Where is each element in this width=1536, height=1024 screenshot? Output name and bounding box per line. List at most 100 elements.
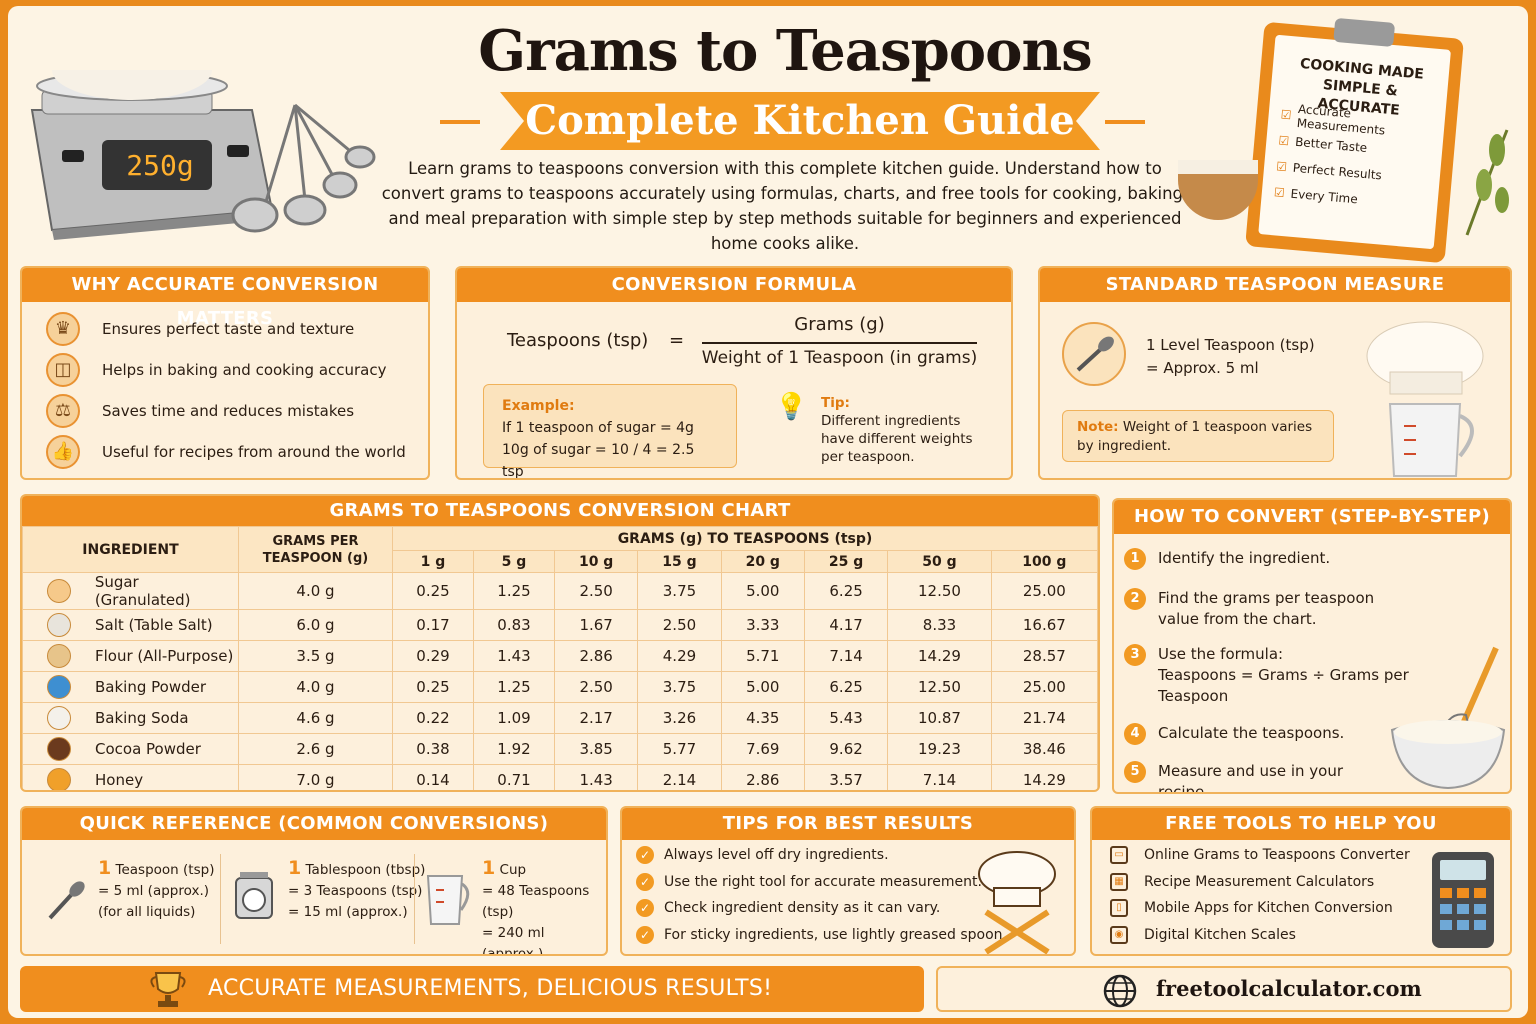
- monitor-icon: ▭: [1110, 846, 1128, 865]
- tip-item: ✓ Check ingredient density as it can vary…: [622, 895, 1074, 922]
- whisk-bowl-illustration: [1386, 640, 1510, 790]
- grams-column-header: 50 g: [887, 550, 992, 573]
- ingredient-icon: [47, 706, 71, 730]
- quick-item: 1 Tablespoon (tbsp) = 3 Teaspoons (tsp) =…: [288, 857, 426, 921]
- teaspoon-value-cell: 12.50: [887, 572, 992, 610]
- tool-item: ▯ Mobile Apps for Kitchen Conversion: [1092, 895, 1510, 922]
- step-item: 3 Use the formula: Teaspoons = Grams ÷ Gra…: [1114, 644, 1474, 707]
- column-group-header: GRAMS (g) TO TEASPOONS (tsp): [392, 526, 1098, 551]
- site-link[interactable]: freetoolcalculator.com: [1156, 976, 1422, 1001]
- steps-title: HOW TO CONVERT (STEP-BY-STEP): [1114, 500, 1510, 534]
- globe-icon: [1102, 973, 1138, 1013]
- tool-item: ◉ Digital Kitchen Scales: [1092, 922, 1510, 949]
- teaspoon-value-cell: 1.92: [473, 733, 555, 765]
- spoon-icon: [1062, 322, 1126, 386]
- measuring-cup-icon: [422, 870, 474, 932]
- conversion-table: INGREDIENT GRAMS PER TEASPOON (g) GRAMS …: [22, 526, 1098, 790]
- quick-reference-panel: QUICK REFERENCE (COMMON CONVERSIONS) 1 T…: [20, 806, 608, 956]
- ingredient-cell: Salt (Table Salt): [22, 609, 239, 641]
- teaspoon-value-cell: 28.57: [990, 640, 1098, 672]
- tools-panel: FREE TOOLS TO HELP YOU ▭ Online Grams to …: [1090, 806, 1512, 956]
- ingredient-cell: Baking Soda: [22, 702, 239, 734]
- teaspoon-value-cell: 0.14: [392, 764, 474, 790]
- flour-bowl-illustration: [1178, 160, 1258, 220]
- teaspoon-value-cell: 14.29: [887, 640, 992, 672]
- formula-numerator: Grams (g): [794, 314, 885, 335]
- teaspoon-value-cell: 1.25: [473, 572, 555, 610]
- clipboard-item: Every Time: [1290, 186, 1359, 207]
- teaspoon-value-cell: 1.43: [553, 764, 639, 790]
- ingredient-name: Baking Soda: [95, 709, 189, 727]
- tips-panel: TIPS FOR BEST RESULTS ✓ Always level off …: [620, 806, 1076, 956]
- tools-title: FREE TOOLS TO HELP YOU: [1092, 808, 1510, 840]
- teaspoon-value-cell: 5.00: [720, 671, 805, 703]
- conversion-chart-panel: GRAMS TO TEASPOONS CONVERSION CHART INGR…: [20, 494, 1100, 792]
- quick-title: QUICK REFERENCE (COMMON CONVERSIONS): [22, 808, 606, 840]
- tip-label: Tip:: [821, 395, 850, 411]
- ingredient-icon: [47, 768, 71, 790]
- ingredient-name: Honey: [95, 771, 144, 789]
- grams-per-teaspoon-cell: 3.5 g: [238, 640, 393, 672]
- ingredient-icon: [47, 737, 71, 761]
- chart-title: GRAMS TO TEASPOONS CONVERSION CHART: [22, 496, 1098, 526]
- teaspoon-value-cell: 2.50: [637, 609, 722, 641]
- teaspoon-value-cell: 0.83: [473, 609, 555, 641]
- teaspoon-value-cell: 1.43: [473, 640, 555, 672]
- teaspoon-value-cell: 3.85: [553, 733, 639, 765]
- note-text: Weight of 1 teaspoon varies by ingredien…: [1077, 419, 1313, 454]
- grams-column-header: 5 g: [473, 550, 555, 573]
- teaspoon-value-cell: 2.17: [553, 702, 639, 734]
- teaspoon-value-cell: 4.17: [803, 609, 889, 641]
- check-icon: ✓: [636, 899, 654, 918]
- grams-per-teaspoon-cell: 4.0 g: [238, 671, 393, 703]
- step-item: 5 Measure and use in your recipe.: [1114, 761, 1384, 792]
- scale-display: 250g: [126, 149, 194, 182]
- teaspoon-value-cell: 2.86: [720, 764, 805, 790]
- why-panel: WHY ACCURATE CONVERSION MATTERS ♛ Ensures…: [20, 266, 430, 480]
- standard-line2: = Approx. 5 ml: [1146, 359, 1259, 377]
- leaf-illustration: [1462, 120, 1512, 240]
- teaspoon-value-cell: 3.57: [803, 764, 889, 790]
- calculator-icon: ▦: [1110, 872, 1128, 891]
- example-line: 10g of sugar = 10 / 4 = 2.5 tsp: [502, 442, 695, 480]
- checkbox-icon: ☑: [1277, 133, 1290, 149]
- teaspoon-value-cell: 9.62: [803, 733, 889, 765]
- teaspoon-value-cell: 3.75: [637, 671, 722, 703]
- divider: [220, 854, 221, 944]
- teaspoon-value-cell: 5.77: [637, 733, 722, 765]
- teaspoon-value-cell: 3.75: [637, 572, 722, 610]
- ingredient-icon: [47, 675, 71, 699]
- steps-panel: HOW TO CONVERT (STEP-BY-STEP) 1 Identify …: [1112, 498, 1512, 794]
- teaspoon-value-cell: 0.22: [392, 702, 474, 734]
- teaspoon-value-cell: 25.00: [990, 572, 1098, 610]
- chef-hat-utensils-icon: [972, 848, 1062, 954]
- ingredient-name: Salt (Table Salt): [95, 616, 213, 634]
- teaspoon-value-cell: 5.43: [803, 702, 889, 734]
- step-item: 1 Identify the ingredient.: [1114, 548, 1384, 570]
- grams-column-header: 25 g: [803, 550, 889, 573]
- table-row: Sugar (Granulated) 4.0 g 0.25 1.25 2.50 3.75 5…: [22, 572, 1098, 610]
- table-row: Flour (All-Purpose) 3.5 g 0.29 1.43 2.86 4.29…: [22, 640, 1098, 672]
- grams-per-teaspoon-cell: 2.6 g: [238, 733, 393, 765]
- tip-box: Tip: Different ingredients have differen…: [821, 394, 991, 466]
- teaspoon-value-cell: 10.87: [887, 702, 992, 734]
- footer-site-box: freetoolcalculator.com: [936, 966, 1512, 1012]
- footer-slogan: ACCURATE MEASUREMENTS, DELICIOUS RESULTS…: [208, 976, 773, 1001]
- column-header-grams-per-teaspoon: GRAMS PER TEASPOON (g): [238, 526, 393, 573]
- quick-item: 1 Teaspoon (tsp) = 5 ml (approx.) (for al…: [98, 857, 215, 921]
- teaspoon-value-cell: 0.29: [392, 640, 474, 672]
- teaspoon-value-cell: 6.25: [803, 572, 889, 610]
- teaspoon-value-cell: 0.25: [392, 572, 474, 610]
- teaspoon-value-cell: 5.71: [720, 640, 805, 672]
- mobile-phone-icon: ▯: [1110, 899, 1128, 918]
- teaspoon-value-cell: 2.14: [637, 764, 722, 790]
- ingredient-icon: [47, 644, 71, 668]
- standard-line1: 1 Level Teaspoon (tsp): [1146, 336, 1315, 354]
- table-row: Honey 7.0 g 0.14 0.71 1.43 2.14 2.86 3.57 7.14 14…: [22, 764, 1098, 790]
- spoon-icon: [44, 878, 90, 932]
- kitchen-scale-icon: ◉: [1110, 925, 1128, 944]
- ingredient-name: Baking Powder: [95, 678, 207, 696]
- clipboard-item: Perfect Results: [1292, 160, 1383, 183]
- teaspoon-value-cell: 3.33: [720, 609, 805, 641]
- lightbulb-icon: 💡: [775, 392, 808, 422]
